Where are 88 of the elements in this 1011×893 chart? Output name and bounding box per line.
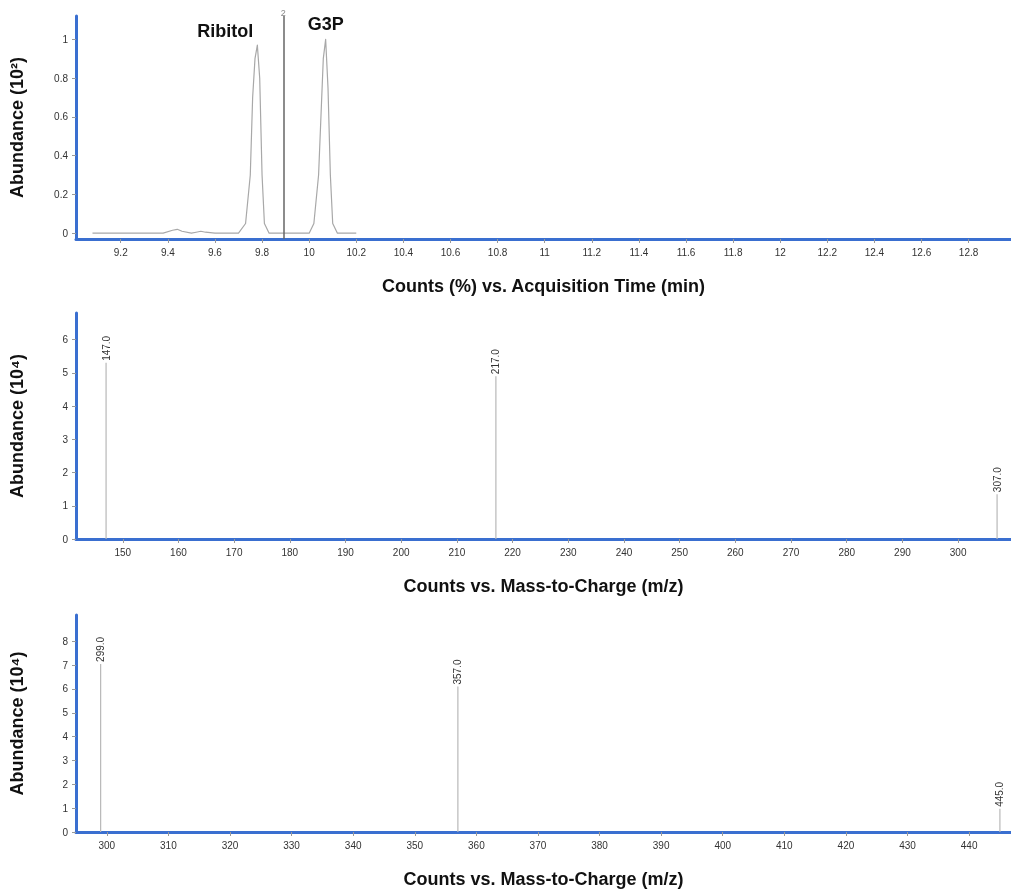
x-tick-label: 170 [225, 546, 243, 558]
y-tick-label: 1 [62, 33, 69, 45]
x-tick-label: 11 [539, 246, 551, 258]
x-tick-label: 340 [344, 839, 362, 851]
annotation: 299.0 [95, 636, 107, 662]
x-tick-label: 12.4 [864, 246, 885, 258]
x-tick-label: 10.8 [487, 246, 508, 258]
y-tick-label: 0.4 [54, 150, 69, 162]
y-tick-label: 4 [62, 400, 69, 412]
x-tick-label: 280 [838, 546, 856, 558]
x-tick-label: 290 [894, 546, 912, 558]
y-axis-title: Abundance (10⁴) [7, 651, 27, 796]
y-tick-label: 1 [62, 500, 69, 512]
x-tick-label: 9.4 [160, 246, 176, 258]
x-tick-label: 12 [774, 246, 787, 258]
x-axis-title: Counts vs. Mass-to-Charge (m/z) [403, 869, 684, 889]
x-tick-label: 160 [170, 546, 188, 558]
x-tick-label: 180 [281, 546, 299, 558]
y-tick-label: 6 [62, 683, 69, 695]
annotation: 357.0 [452, 659, 464, 685]
x-tick-label: 220 [504, 546, 522, 558]
x-tick-label: 240 [615, 546, 633, 558]
x-tick-label: 12.6 [911, 246, 932, 258]
annotation: 307.0 [991, 466, 1003, 493]
x-tick-label: 300 [98, 839, 116, 851]
x-tick-label: 11.2 [582, 246, 602, 258]
x-tick-label: 370 [529, 839, 547, 851]
x-tick-label: 11.4 [629, 246, 649, 258]
y-tick-label: 2 [62, 778, 69, 790]
x-tick-label: 260 [727, 546, 745, 558]
x-axis-title: Counts (%) vs. Acquisition Time (min) [381, 276, 706, 296]
y-tick-label: 0.2 [54, 188, 69, 200]
x-tick-label: 9.2 [113, 246, 129, 258]
x-tick-label: 350 [406, 839, 424, 851]
y-tick-label: 0 [62, 826, 69, 838]
x-tick-label: 150 [114, 546, 132, 558]
x-tick-label: 320 [221, 839, 239, 851]
x-tick-label: 420 [837, 839, 855, 851]
x-tick-label: 310 [160, 839, 178, 851]
x-tick-label: 10.2 [346, 246, 367, 258]
y-tick-label: 5 [62, 707, 69, 719]
x-tick-label: 330 [283, 839, 301, 851]
y-axis-title: Abundance (10²) [7, 56, 27, 199]
y-tick-label: 0.8 [54, 72, 69, 84]
annotation: 147.0 [100, 335, 112, 361]
y-tick-label: 3 [62, 754, 69, 766]
line-series [91, 38, 357, 234]
x-tick-label: 190 [337, 546, 355, 558]
y-axis-title: Abundance (10⁴) [7, 354, 27, 498]
x-tick-label: 410 [775, 839, 794, 851]
x-tick-label: 440 [960, 839, 978, 851]
y-tick-label: 2 [62, 467, 69, 479]
annotation: 2 [280, 8, 286, 19]
y-tick-label: 0.6 [54, 111, 69, 123]
y-tick-label: 6 [62, 334, 69, 346]
x-tick-label: 380 [591, 839, 609, 851]
x-tick-label: 390 [652, 839, 670, 851]
x-tick-label: 360 [468, 839, 486, 851]
x-tick-label: 12.8 [958, 246, 979, 258]
x-tick-label: 300 [949, 546, 967, 558]
x-tick-label: 11.8 [723, 246, 743, 258]
y-tick-label: 7 [62, 659, 69, 671]
x-tick-label: 9.6 [208, 246, 223, 258]
x-tick-label: 10.6 [440, 246, 461, 258]
y-tick-label: 3 [62, 433, 69, 445]
y-tick-label: 5 [62, 367, 69, 379]
x-tick-label: 250 [671, 546, 689, 558]
annotation: G3P [307, 14, 344, 35]
x-tick-label: 210 [448, 546, 466, 558]
annotation: 445.0 [994, 781, 1006, 807]
x-tick-label: 10 [303, 246, 316, 258]
x-tick-label: 270 [782, 546, 800, 558]
y-tick-label: 0 [62, 533, 69, 545]
x-tick-label: 200 [392, 546, 410, 558]
y-tick-label: 1 [62, 802, 69, 814]
y-tick-label: 8 [62, 635, 69, 647]
x-tick-label: 12.2 [817, 246, 838, 258]
x-axis-title: Counts vs. Mass-to-Charge (m/z) [403, 576, 684, 596]
x-tick-label: 230 [559, 546, 578, 558]
annotation: 217.0 [490, 348, 502, 375]
x-tick-label: 430 [899, 839, 917, 851]
annotation: Ribitol [197, 21, 254, 42]
x-tick-label: 400 [714, 839, 732, 851]
x-tick-label: 11.6 [676, 246, 696, 258]
y-tick-label: 0 [62, 227, 69, 239]
y-tick-label: 4 [62, 731, 69, 743]
x-tick-label: 10.4 [393, 246, 414, 258]
x-tick-label: 9.8 [255, 246, 270, 258]
